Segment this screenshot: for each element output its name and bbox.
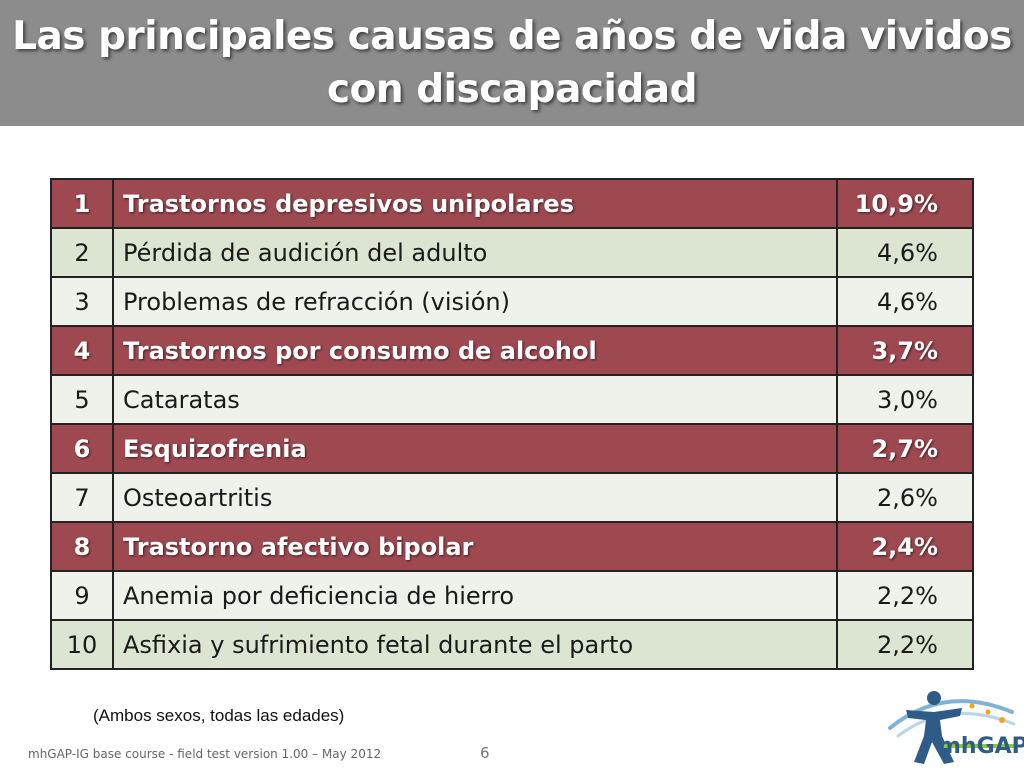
value-cell: 2,2%	[836, 619, 974, 670]
cause-cell: Problemas de refracción (visión)	[112, 276, 838, 327]
slide-title-line1: Las principales causas de años de vida v…	[12, 14, 1012, 59]
rank-cell: 1	[50, 178, 114, 229]
causes-table-body: 1 Trastornos depresivos unipolares 10,9% 2 P…	[50, 178, 974, 670]
table-row: 3 Problemas de refracción (visión) 4,6%	[50, 276, 974, 327]
table-row: 6 Esquizofrenia 2,7%	[50, 423, 974, 474]
table-row: 10 Asfixia y sufrimiento fetal durante el…	[50, 619, 974, 670]
table-note: (Ambos sexos, todas las edades)	[93, 706, 345, 725]
value-cell: 2,6%	[836, 472, 974, 523]
table-row: 8 Trastorno afectivo bipolar 2,4%	[50, 521, 974, 572]
value-cell: 3,0%	[836, 374, 974, 425]
value-cell: 4,6%	[836, 276, 974, 327]
value-cell: 3,7%	[836, 325, 974, 376]
rank-cell: 10	[50, 619, 114, 670]
table-row: 2 Pérdida de audición del adulto 4,6%	[50, 227, 974, 278]
rank-cell: 6	[50, 423, 114, 474]
cause-cell: Trastorno afectivo bipolar	[112, 521, 838, 572]
mhgap-logo	[888, 691, 1018, 764]
rank-cell: 2	[50, 227, 114, 278]
table-row: 7 Osteoartritis 2,6%	[50, 472, 974, 523]
footer-text: mhGAP-IG base course - field test versio…	[28, 747, 382, 761]
page-number: 6	[480, 744, 490, 762]
value-cell: 4,6%	[836, 227, 974, 278]
rank-cell: 8	[50, 521, 114, 572]
table-row: 5 Cataratas 3,0%	[50, 374, 974, 425]
slide-title-line2: con discapacidad	[326, 67, 698, 112]
logo-text: mhGAP	[938, 734, 1024, 759]
rank-cell: 3	[50, 276, 114, 327]
value-cell: 10,9%	[836, 178, 974, 229]
cause-cell: Osteoartritis	[112, 472, 838, 523]
rank-cell: 5	[50, 374, 114, 425]
rank-cell: 9	[50, 570, 114, 621]
cause-cell: Pérdida de audición del adulto	[112, 227, 838, 278]
rank-cell: 7	[50, 472, 114, 523]
value-cell: 2,2%	[836, 570, 974, 621]
cause-cell: Trastornos por consumo de alcohol	[112, 325, 838, 376]
cause-cell: Trastornos depresivos unipolares	[112, 178, 838, 229]
table-row: 9 Anemia por deficiencia de hierro 2,2%	[50, 570, 974, 621]
cause-cell: Cataratas	[112, 374, 838, 425]
title-bar: Las principales causas de años de vida v…	[0, 0, 1024, 126]
cause-cell: Anemia por deficiencia de hierro	[112, 570, 838, 621]
cause-cell: Esquizofrenia	[112, 423, 838, 474]
rank-cell: 4	[50, 325, 114, 376]
causes-table: 1 Trastornos depresivos unipolares 10,9% 2 P…	[50, 178, 974, 670]
value-cell: 2,4%	[836, 521, 974, 572]
slide-title: Las principales causas de años de vida v…	[12, 10, 1012, 116]
table-row: 4 Trastornos por consumo de alcohol 3,7%	[50, 325, 974, 376]
value-cell: 2,7%	[836, 423, 974, 474]
cause-cell: Asfixia y sufrimiento fetal durante el p…	[112, 619, 838, 670]
table-row: 1 Trastornos depresivos unipolares 10,9%	[50, 178, 974, 229]
